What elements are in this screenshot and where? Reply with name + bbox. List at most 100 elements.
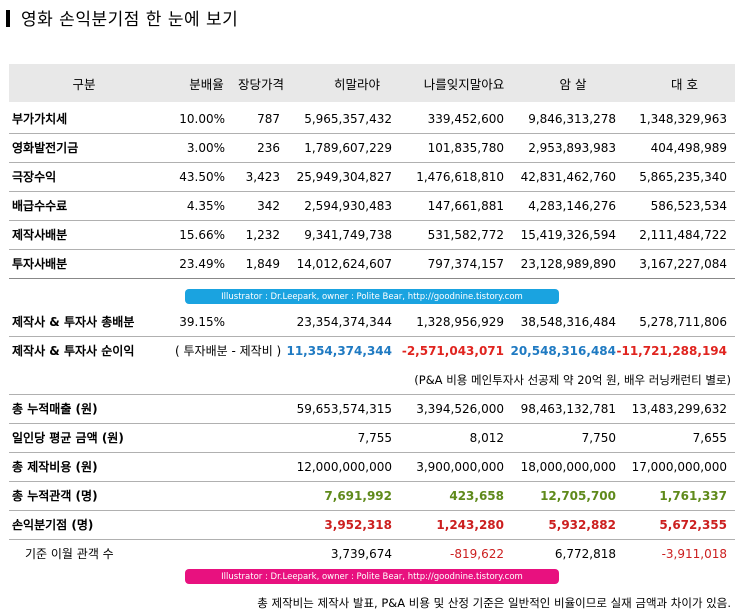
credit-banner-blue: Illustrator : Dr.Leepark, owner : Polite… [185, 289, 559, 304]
formula-note: ( 투자배분 - 제작비 ) [175, 344, 282, 358]
row-label: 기준 이월 관객 수 [25, 547, 114, 561]
value-cell: 3,952,318 [324, 517, 392, 532]
table-row: 총 누적매출 (원) 59,653,574,315 3,394,526,000 … [9, 394, 735, 423]
rate-cell: 43.50% [179, 169, 225, 184]
value-cell: 3,900,000,000 [416, 459, 504, 474]
table-row: 부가가치세 10.00% 787 5,965,357,432 339,452,6… [9, 104, 735, 133]
credit-banner-pink: Illustrator : Dr.Leepark, owner : Polite… [185, 569, 559, 584]
value-cell: 101,835,780 [427, 140, 504, 155]
value-cell: 9,846,313,278 [528, 111, 616, 126]
value-cell: 23,354,374,344 [296, 314, 392, 329]
value-cell: 14,012,624,607 [296, 256, 392, 271]
value-cell: 797,374,157 [427, 256, 504, 271]
table-row: 손익분기점 (명) 3,952,318 1,243,280 5,932,882 … [9, 510, 735, 539]
value-cell: 5,932,882 [548, 517, 616, 532]
row-divider [9, 539, 735, 540]
row-label: 일인당 평균 금액 (원) [12, 431, 124, 445]
value-cell: 17,000,000,000 [631, 459, 727, 474]
row-divider [9, 452, 735, 453]
row-divider [9, 162, 735, 163]
row-label: 투자사배분 [12, 257, 68, 271]
header-rate: 분배율 [189, 76, 224, 92]
row-label: 제작사 & 투자사 순이익 [12, 344, 135, 358]
value-cell: 1,476,618,810 [416, 169, 504, 184]
value-cell: 8,012 [469, 430, 504, 445]
page-title: 영화 손익분기점 한 눈에 보기 [21, 9, 239, 30]
value-cell: 3,739,674 [330, 546, 392, 561]
row-label: 총 제작비용 (원) [12, 460, 98, 474]
value-cell: -2,571,043,071 [401, 343, 504, 358]
table-row: 제작사배분 15.66% 1,232 9,341,749,738 531,582… [9, 220, 735, 249]
value-cell: -819,622 [450, 546, 504, 561]
row-divider [9, 133, 735, 134]
value-cell: 11,354,374,344 [286, 343, 392, 358]
value-cell: 12,000,000,000 [296, 459, 392, 474]
header-the-tiger: 대 호 [671, 76, 698, 92]
row-divider [9, 220, 735, 221]
value-cell: 423,658 [449, 488, 504, 503]
value-cell: 5,965,357,432 [304, 111, 392, 126]
price-cell: 3,423 [245, 169, 280, 184]
price-cell: 1,849 [245, 256, 280, 271]
table-row: 총 제작비용 (원) 12,000,000,000 3,900,000,000 … [9, 452, 735, 481]
price-cell: 236 [257, 140, 280, 155]
value-cell: 7,750 [581, 430, 616, 445]
rate-cell: 39.15% [179, 314, 225, 329]
header-category: 구분 [72, 76, 96, 92]
price-cell: 342 [257, 198, 280, 213]
value-cell: 12,705,700 [540, 488, 616, 503]
value-cell: 4,283,146,276 [528, 198, 616, 213]
value-cell: 3,394,526,000 [416, 401, 504, 416]
rate-cell: 23.49% [179, 256, 225, 271]
value-cell: 7,755 [357, 430, 392, 445]
value-cell: 59,653,574,315 [296, 401, 392, 416]
value-cell: 6,772,818 [554, 546, 616, 561]
row-label: 부가가치세 [12, 112, 68, 126]
value-cell: 1,243,280 [436, 517, 504, 532]
value-cell: 531,582,772 [427, 227, 504, 242]
footer-note: 총 제작비는 제작사 발표, P&A 비용 및 산정 기준은 일반적인 비율이므… [257, 596, 731, 610]
pa-cost-note: (P&A 비용 메인투자사 선공제 약 20억 원, 배우 러닝캐런티 별로) [414, 373, 731, 387]
row-label: 총 누적관객 (명) [12, 489, 98, 503]
rate-cell: 15.66% [179, 227, 225, 242]
value-cell: 1,789,607,229 [304, 140, 392, 155]
row-label: 손익분기점 (명) [12, 518, 94, 532]
value-cell: 7,655 [692, 430, 727, 445]
value-cell: 5,278,711,806 [639, 314, 727, 329]
value-cell: 404,498,989 [650, 140, 727, 155]
value-cell: 1,348,329,963 [639, 111, 727, 126]
table-row: 투자사배분 23.49% 1,849 14,012,624,607 797,37… [9, 249, 735, 278]
row-divider [9, 481, 735, 482]
table-row: 극장수익 43.50% 3,423 25,949,304,827 1,476,6… [9, 162, 735, 191]
value-cell: 23,128,989,890 [520, 256, 616, 271]
value-cell: 20,548,316,484 [510, 343, 616, 358]
row-divider [9, 191, 735, 192]
row-divider [9, 423, 735, 424]
value-cell: 38,548,316,484 [520, 314, 616, 329]
table-row: 기준 이월 관객 수 3,739,674 -819,622 6,772,818 … [9, 539, 735, 568]
value-cell: 3,167,227,084 [639, 256, 727, 271]
table-row: 배급수수료 4.35% 342 2,594,930,483 147,661,88… [9, 191, 735, 220]
row-divider [9, 510, 735, 511]
price-cell: 1,232 [245, 227, 280, 242]
value-cell: 2,953,893,983 [528, 140, 616, 155]
header-price: 장당가격 [237, 76, 284, 92]
title-bar: 영화 손익분기점 한 눈에 보기 [6, 6, 239, 30]
value-cell: 25,949,304,827 [296, 169, 392, 184]
value-cell: 13,483,299,632 [631, 401, 727, 416]
row-label: 배급수수료 [12, 199, 68, 213]
value-cell: 147,661,881 [427, 198, 504, 213]
table-row: 총 누적관객 (명) 7,691,992 423,658 12,705,700 … [9, 481, 735, 510]
value-cell: 1,328,956,929 [416, 314, 504, 329]
value-cell: 18,000,000,000 [520, 459, 616, 474]
value-cell: 5,865,235,340 [639, 169, 727, 184]
row-label: 제작사 & 투자사 총배분 [12, 315, 135, 329]
value-cell: 339,452,600 [427, 111, 504, 126]
rate-cell: 10.00% [179, 111, 225, 126]
value-cell: 5,672,355 [659, 517, 727, 532]
value-cell: 2,594,930,483 [304, 198, 392, 213]
table-row: 제작사 & 투자사 순이익 ( 투자배분 - 제작비 ) 11,354,374,… [9, 336, 735, 365]
row-divider [9, 278, 735, 279]
table-header: 구분 분배율 장당가격 히말라야 나를잊지말아요 암 살 대 호 [9, 64, 735, 102]
row-divider [9, 394, 735, 395]
